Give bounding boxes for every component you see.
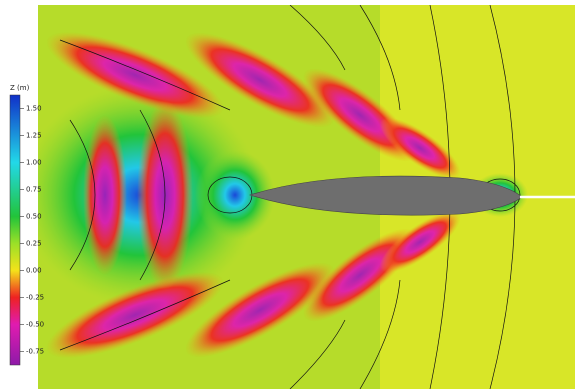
colorbar-tick-label: 0.25 bbox=[26, 240, 42, 248]
colorbar-label: Z (m) bbox=[10, 84, 30, 92]
colorbar-tick-label: 1.25 bbox=[26, 132, 42, 140]
colorbar-tick-label: -0.25 bbox=[26, 294, 44, 302]
colorbar-tick-label: 0.75 bbox=[26, 186, 42, 194]
wave-field bbox=[20, 5, 575, 389]
colorbar-tick-label: -0.75 bbox=[26, 348, 44, 356]
colorbar-tick-label: 0.50 bbox=[26, 213, 42, 221]
chart: Z (m) 1.50 1.25 1.00 0.75 0.50 0.25 0.00 -0.25 -… bbox=[0, 0, 575, 389]
colorbar-tick-label: 1.00 bbox=[26, 159, 42, 167]
colorbar bbox=[10, 95, 20, 365]
colorbar-tick-label: 0.00 bbox=[26, 267, 42, 275]
colorbar-tick-label: 1.50 bbox=[26, 105, 42, 113]
colorbar-tick-label: -0.50 bbox=[26, 321, 44, 329]
